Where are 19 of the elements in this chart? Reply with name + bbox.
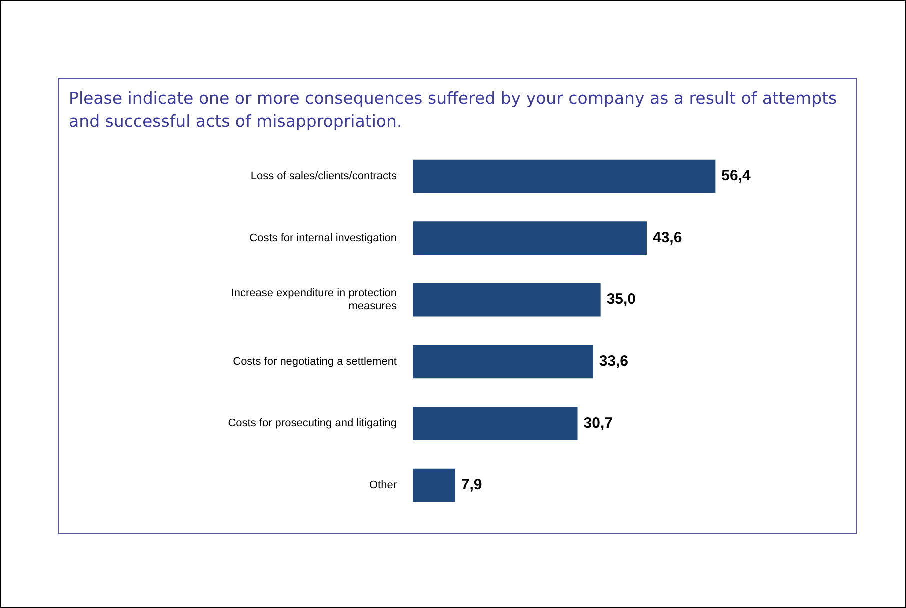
y-tick-label: Loss of sales/clients/contracts xyxy=(250,170,398,183)
y-tick-label: Costs for prosecuting and litigating xyxy=(228,418,397,430)
y-tick-label: Increase expenditure in protection measures xyxy=(231,288,398,313)
bar xyxy=(413,222,647,255)
data-label: 7,9 xyxy=(461,476,482,494)
chart-title: Please indicate one or more consequences suffered by your company as a result of attempts and successful acts of misappropriation. xyxy=(69,88,838,133)
data-label: 35,0 xyxy=(606,291,636,308)
data-label: 30,7 xyxy=(584,414,613,432)
bar xyxy=(413,407,578,440)
data-label: 43,6 xyxy=(652,229,682,246)
y-tick-label: Costs for negotiating a settlement xyxy=(233,356,397,368)
data-label: 33,6 xyxy=(599,353,629,370)
bar xyxy=(413,468,456,502)
y-tick-label: Costs for internal investigation xyxy=(250,232,397,244)
bar xyxy=(413,345,594,379)
data-label: 56,4 xyxy=(722,168,752,185)
y-tick-label: Other xyxy=(369,480,398,492)
bar xyxy=(413,160,716,194)
bar xyxy=(413,283,601,317)
